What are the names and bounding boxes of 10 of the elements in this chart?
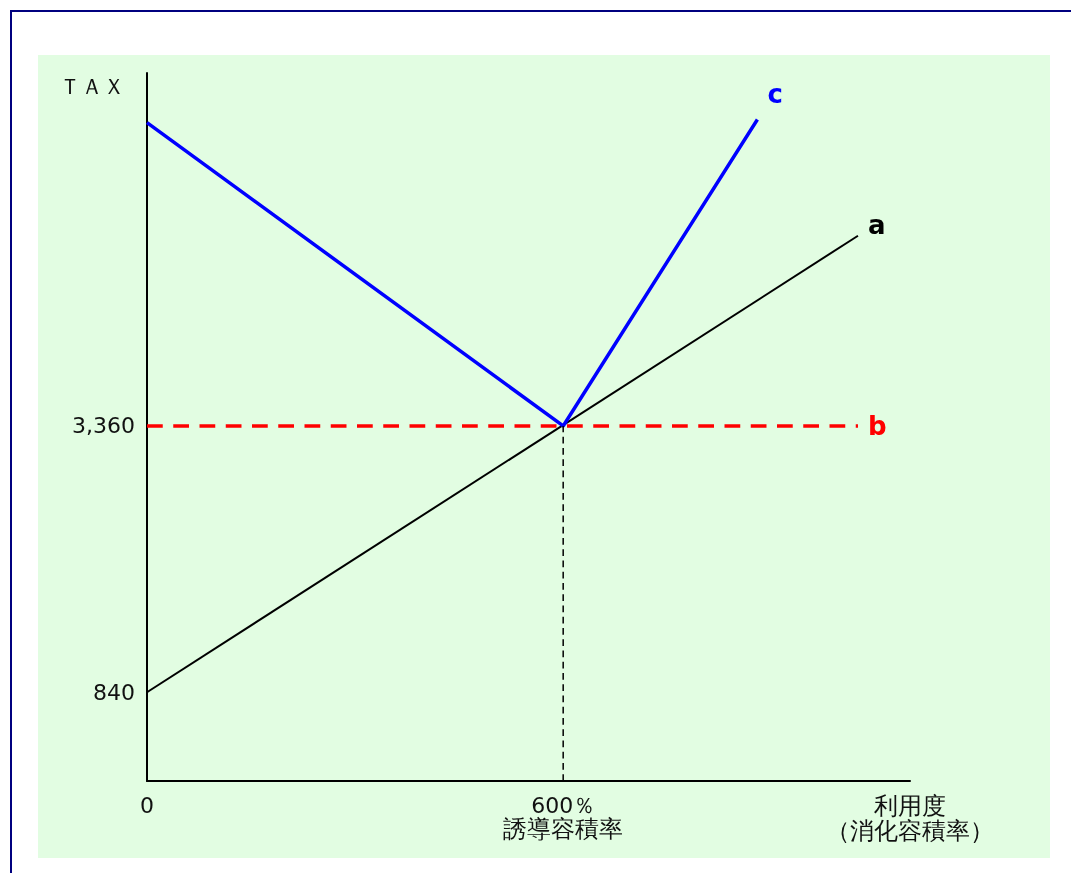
series-label: a: [867, 210, 886, 241]
y-tick-label: 840: [93, 679, 135, 705]
text: 誘導容積率: [503, 815, 624, 843]
series-label: c: [767, 79, 783, 110]
x-axis-title: 利用度（消化容積率）: [826, 791, 994, 845]
x-tick-label: 600％: [531, 793, 596, 818]
x-tick-label: 0: [140, 793, 154, 818]
y-tick-label: 3,360: [72, 413, 135, 439]
series-label: b: [867, 410, 887, 441]
y-axis-title: ＴＡＸ: [59, 73, 125, 99]
